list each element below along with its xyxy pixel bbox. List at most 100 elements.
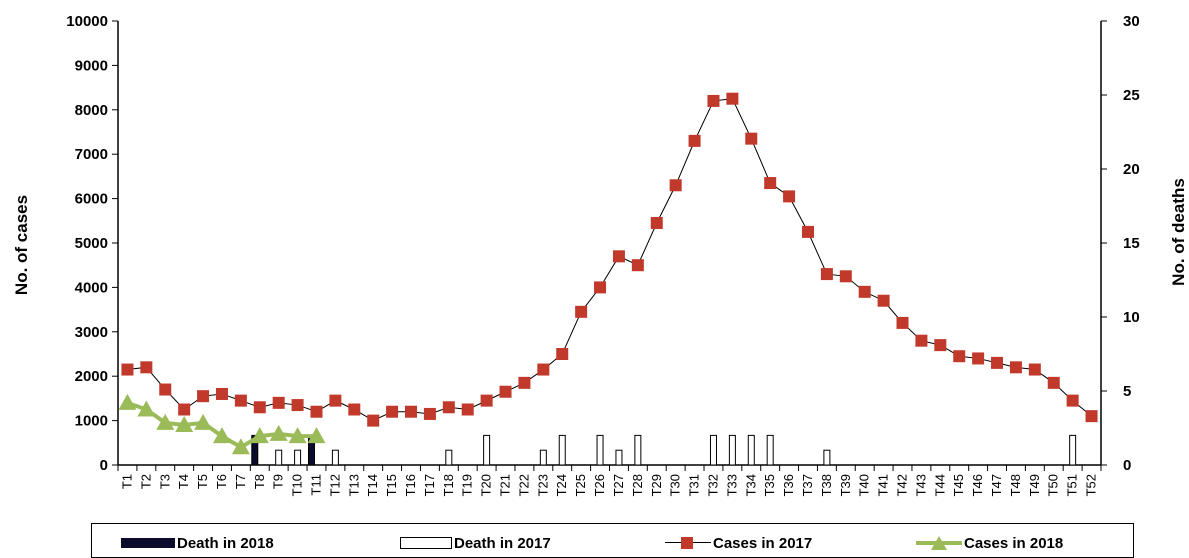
point-cases-2017 xyxy=(1047,376,1060,389)
point-cases-2017 xyxy=(575,305,588,318)
x-tick-label: T35 xyxy=(762,474,777,496)
point-cases-2017 xyxy=(669,179,682,192)
x-tick-label: T42 xyxy=(895,474,910,496)
x-tick-label: T10 xyxy=(290,474,305,496)
y-left-tick-label: 9000 xyxy=(75,57,108,74)
x-tick-label: T25 xyxy=(573,474,588,496)
point-cases-2017 xyxy=(480,394,493,407)
legend-swatch-cases-2017 xyxy=(665,535,711,551)
point-cases-2017 xyxy=(386,405,399,418)
y-left-tick-label: 5000 xyxy=(75,235,108,252)
point-cases-2017 xyxy=(915,334,928,347)
point-cases-2017 xyxy=(612,250,625,263)
legend-item-death-2018: Death in 2018 xyxy=(121,533,274,553)
x-tick-label: T29 xyxy=(649,474,664,496)
point-cases-2017 xyxy=(121,363,134,376)
y-right-tick-label: 25 xyxy=(1123,87,1140,104)
x-tick-label: T4 xyxy=(176,474,191,489)
point-cases-2018 xyxy=(194,413,213,430)
x-tick-label: T41 xyxy=(876,474,891,496)
x-tick-label: T1 xyxy=(119,474,134,489)
point-cases-2017 xyxy=(707,94,720,107)
bar-death-2017 xyxy=(596,434,604,466)
y-left-tick-label: 10000 xyxy=(66,13,108,30)
x-tick-label: T28 xyxy=(630,474,645,496)
y-left-tick-label: 1000 xyxy=(75,413,108,430)
y-left-tick-label: 7000 xyxy=(75,146,108,163)
x-tick-label: T46 xyxy=(970,474,985,496)
point-cases-2017 xyxy=(423,407,436,420)
x-tick-label: T31 xyxy=(687,474,702,496)
point-cases-2017 xyxy=(953,350,966,363)
point-cases-2017 xyxy=(442,401,455,414)
point-cases-2017 xyxy=(650,217,663,230)
x-tick-label: T48 xyxy=(1008,474,1023,496)
point-cases-2018 xyxy=(212,427,231,444)
point-cases-2018 xyxy=(307,427,326,444)
point-cases-2017 xyxy=(726,92,739,105)
x-tick-label: T51 xyxy=(1065,474,1080,496)
point-cases-2017 xyxy=(839,270,852,283)
bar-death-2017 xyxy=(1069,434,1077,466)
y-left-tick-label: 3000 xyxy=(75,324,108,341)
legend-label-death-2018: Death in 2018 xyxy=(177,534,274,552)
point-cases-2017 xyxy=(631,259,644,272)
y-left-tick-label: 0 xyxy=(100,457,108,474)
point-cases-2017 xyxy=(783,190,796,203)
legend-swatch-cases-2018 xyxy=(916,535,962,551)
point-cases-2017 xyxy=(253,401,266,414)
point-cases-2017 xyxy=(877,294,890,307)
lines xyxy=(118,92,1098,455)
x-tick-label: T8 xyxy=(252,474,267,489)
point-cases-2018 xyxy=(118,393,137,410)
point-cases-2018 xyxy=(288,427,307,444)
point-cases-2018 xyxy=(175,416,194,433)
point-cases-2017 xyxy=(594,281,607,294)
point-cases-2017 xyxy=(215,387,228,400)
x-tick-label: T49 xyxy=(1027,474,1042,496)
point-cases-2018 xyxy=(269,424,288,441)
point-cases-2017 xyxy=(858,285,871,298)
legend-label-cases-2017: Cases in 2017 xyxy=(713,534,813,552)
y-right-tick-label: 15 xyxy=(1123,235,1140,252)
point-cases-2017 xyxy=(197,390,210,403)
y-right-tick-label: 0 xyxy=(1123,457,1131,474)
bar-death-2017 xyxy=(445,449,453,466)
point-cases-2017 xyxy=(518,376,531,389)
x-tick-label: T6 xyxy=(214,474,229,489)
x-tick-label: T24 xyxy=(554,474,569,496)
x-tick-label: T45 xyxy=(951,474,966,496)
x-tick-label: T27 xyxy=(611,474,626,496)
bar-death-2017 xyxy=(294,449,302,466)
y-right-tick-label: 30 xyxy=(1123,13,1140,30)
axes: 0100020003000400050006000700080009000100… xyxy=(66,13,1139,496)
y-right-tick-label: 20 xyxy=(1123,161,1140,178)
point-cases-2017 xyxy=(820,268,833,281)
legend-swatch-death-2017 xyxy=(400,537,452,549)
point-cases-2017 xyxy=(991,356,1004,369)
point-cases-2017 xyxy=(367,414,380,427)
bar-death-2018 xyxy=(251,434,259,466)
bars xyxy=(251,434,1077,466)
point-cases-2018 xyxy=(231,438,250,455)
x-tick-label: T16 xyxy=(403,474,418,496)
y-left-tick-label: 6000 xyxy=(75,191,108,208)
x-tick-label: T33 xyxy=(724,474,739,496)
point-cases-2017 xyxy=(461,403,474,416)
x-tick-label: T30 xyxy=(668,474,683,496)
point-cases-2017 xyxy=(329,394,342,407)
y-left-tick-label: 4000 xyxy=(75,279,108,296)
legend-label-cases-2018: Cases in 2018 xyxy=(964,534,1064,552)
point-cases-2017 xyxy=(405,405,418,418)
y-right-tick-label: 5 xyxy=(1123,383,1131,400)
x-tick-label: T9 xyxy=(271,474,286,489)
x-tick-label: T14 xyxy=(365,474,380,496)
point-cases-2017 xyxy=(745,132,758,145)
point-cases-2017 xyxy=(1066,394,1079,407)
legend-swatch-death-2018 xyxy=(121,538,175,548)
x-tick-label: T18 xyxy=(441,474,456,496)
point-cases-2017 xyxy=(764,177,777,190)
bar-death-2017 xyxy=(823,449,831,466)
point-cases-2017 xyxy=(348,403,361,416)
x-tick-label: T13 xyxy=(346,474,361,496)
